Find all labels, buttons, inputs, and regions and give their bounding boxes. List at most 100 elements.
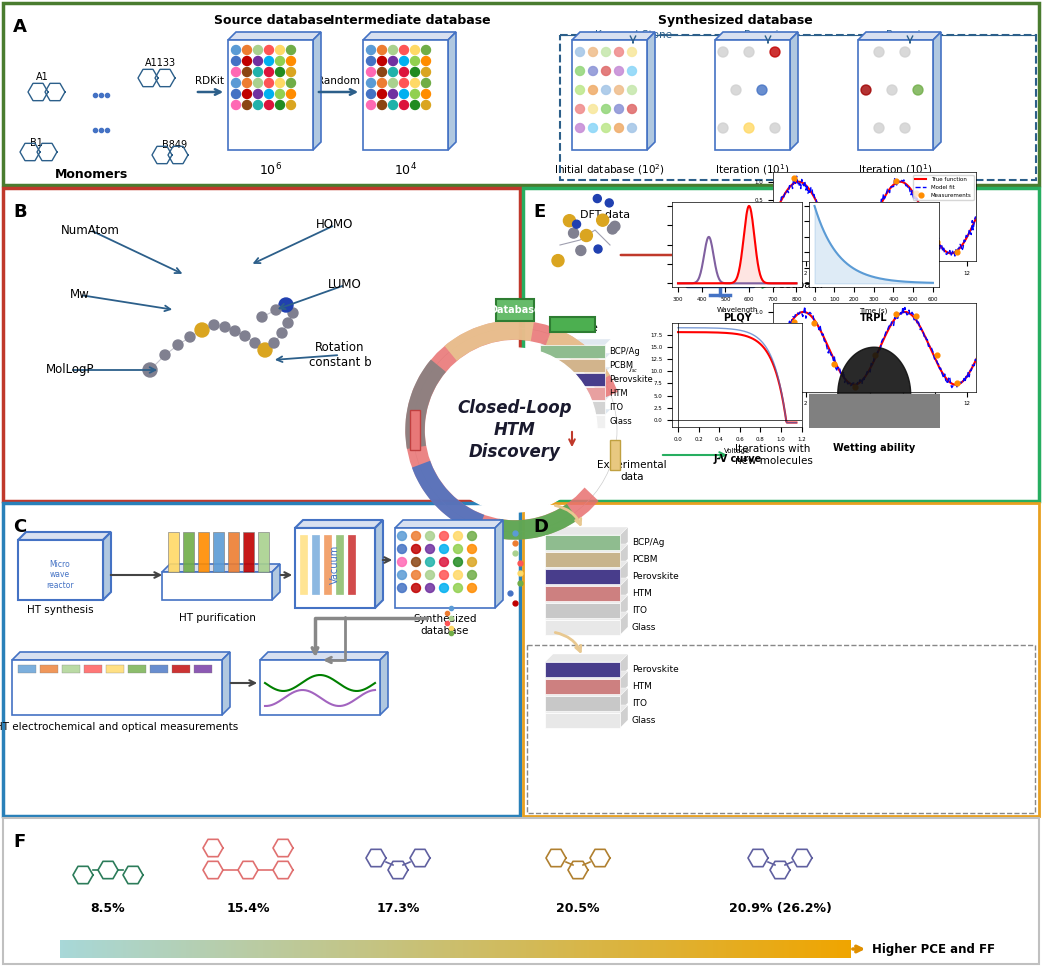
Circle shape bbox=[425, 532, 435, 541]
Circle shape bbox=[411, 78, 420, 87]
Point bbox=[928, 347, 945, 363]
Bar bbox=[157, 940, 162, 958]
Polygon shape bbox=[545, 612, 628, 620]
Circle shape bbox=[615, 67, 623, 75]
Bar bbox=[552, 940, 556, 958]
Circle shape bbox=[389, 101, 397, 109]
Bar bbox=[540, 373, 605, 386]
FancyBboxPatch shape bbox=[3, 3, 1039, 185]
Model fit bbox=[970, 212, 983, 223]
Model fit bbox=[962, 231, 974, 243]
Bar bbox=[92, 940, 95, 958]
Text: 17.3%: 17.3% bbox=[376, 902, 420, 915]
Bar bbox=[439, 940, 443, 958]
Bar bbox=[326, 940, 329, 958]
Bar bbox=[305, 940, 308, 958]
Bar bbox=[505, 940, 508, 958]
Polygon shape bbox=[647, 32, 655, 150]
Bar bbox=[213, 940, 217, 958]
Bar bbox=[316, 940, 319, 958]
Bar bbox=[613, 940, 617, 958]
Polygon shape bbox=[545, 705, 628, 713]
Bar bbox=[433, 940, 438, 958]
Text: RDKit: RDKit bbox=[196, 76, 224, 86]
Circle shape bbox=[913, 85, 923, 95]
Bar bbox=[242, 940, 245, 958]
Polygon shape bbox=[545, 688, 628, 696]
Bar bbox=[726, 940, 729, 958]
Bar bbox=[63, 665, 80, 673]
Bar bbox=[476, 940, 479, 958]
Bar bbox=[121, 940, 124, 958]
Bar bbox=[318, 940, 322, 958]
Polygon shape bbox=[395, 520, 503, 528]
Bar bbox=[652, 940, 656, 958]
Text: A1: A1 bbox=[35, 72, 48, 82]
Bar bbox=[721, 940, 724, 958]
Polygon shape bbox=[620, 671, 628, 694]
Text: B1: B1 bbox=[29, 138, 43, 148]
True function bbox=[822, 221, 835, 233]
Circle shape bbox=[744, 47, 754, 57]
Circle shape bbox=[231, 68, 241, 76]
Bar bbox=[78, 940, 82, 958]
Bar bbox=[423, 940, 427, 958]
Polygon shape bbox=[260, 652, 388, 660]
Circle shape bbox=[269, 338, 279, 348]
Measurements bbox=[867, 204, 884, 220]
Text: 20.5%: 20.5% bbox=[556, 902, 600, 915]
Circle shape bbox=[279, 298, 293, 312]
Bar bbox=[790, 940, 793, 958]
Circle shape bbox=[367, 101, 375, 109]
Circle shape bbox=[377, 45, 387, 54]
Bar bbox=[650, 940, 653, 958]
Bar bbox=[773, 940, 777, 958]
Bar bbox=[197, 940, 200, 958]
Bar bbox=[700, 940, 703, 958]
Bar bbox=[516, 940, 519, 958]
Bar bbox=[313, 940, 317, 958]
Text: 15.4%: 15.4% bbox=[226, 902, 270, 915]
Bar bbox=[731, 940, 736, 958]
Circle shape bbox=[275, 90, 284, 99]
Text: A: A bbox=[13, 18, 27, 36]
Bar bbox=[228, 40, 313, 150]
Circle shape bbox=[422, 78, 430, 87]
Polygon shape bbox=[715, 32, 798, 40]
Circle shape bbox=[283, 318, 293, 328]
Circle shape bbox=[468, 532, 476, 541]
Bar bbox=[752, 940, 756, 958]
Bar bbox=[243, 532, 254, 572]
Text: Database: Database bbox=[489, 305, 541, 315]
Bar bbox=[832, 940, 836, 958]
Circle shape bbox=[265, 68, 273, 76]
Text: LUMO: LUMO bbox=[328, 278, 362, 291]
Point bbox=[786, 314, 802, 330]
Bar bbox=[289, 940, 293, 958]
Polygon shape bbox=[620, 527, 628, 550]
Bar bbox=[198, 532, 209, 572]
Bar bbox=[216, 940, 219, 958]
Bar bbox=[461, 940, 464, 958]
Circle shape bbox=[627, 47, 637, 56]
Bar bbox=[228, 940, 232, 958]
Circle shape bbox=[412, 558, 421, 567]
Bar bbox=[210, 940, 214, 958]
Bar bbox=[576, 940, 579, 958]
Bar bbox=[531, 940, 535, 958]
Circle shape bbox=[468, 558, 476, 567]
Text: ITO: ITO bbox=[632, 606, 647, 615]
Polygon shape bbox=[572, 32, 655, 40]
Circle shape bbox=[601, 47, 611, 56]
Polygon shape bbox=[410, 410, 420, 450]
Circle shape bbox=[422, 101, 430, 109]
Bar bbox=[368, 940, 372, 958]
Circle shape bbox=[440, 532, 448, 541]
Bar bbox=[742, 940, 746, 958]
Polygon shape bbox=[540, 409, 611, 415]
Bar bbox=[766, 940, 769, 958]
Bar bbox=[540, 387, 605, 400]
Circle shape bbox=[399, 90, 408, 99]
Bar bbox=[99, 940, 103, 958]
Text: Initial database ($10^2$): Initial database ($10^2$) bbox=[554, 162, 665, 177]
